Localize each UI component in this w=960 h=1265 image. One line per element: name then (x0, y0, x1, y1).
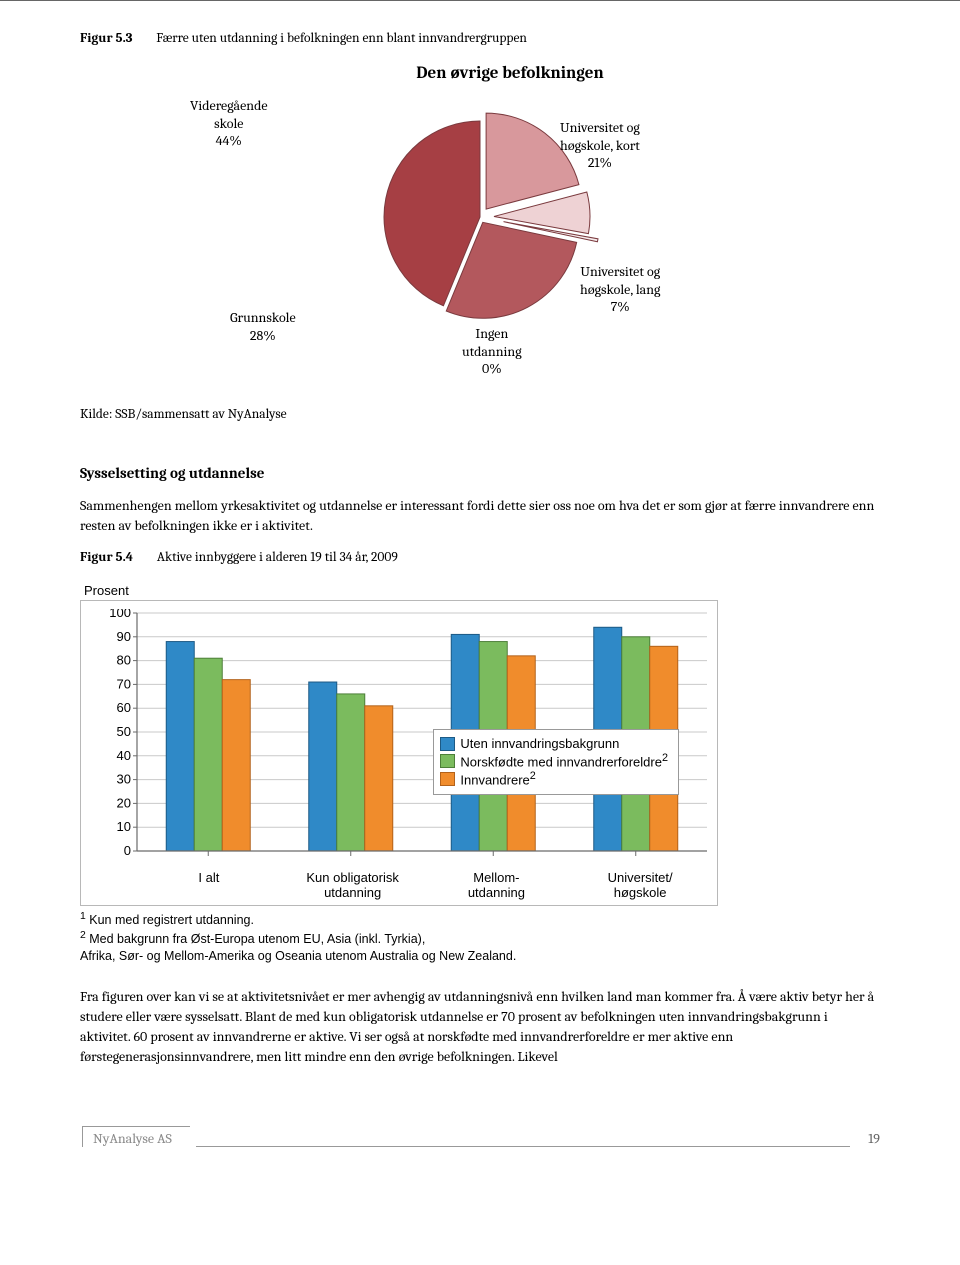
bar-chart-container: Prosent 0 10 20 30 40 50 60 70 80 90 100 Uten innv… (80, 583, 880, 965)
svg-text:0: 0 (124, 843, 131, 858)
svg-text:10: 10 (117, 819, 131, 834)
bar-legend: Uten innvandringsbakgrunn Norskfødte med… (433, 729, 679, 795)
svg-text:60: 60 (117, 700, 131, 715)
figure-5-4-caption: Figur 5.4 Aktive innbyggere i alderen 19… (80, 550, 880, 565)
legend-label: Norskfødte med innvandrerforeldre2 (460, 752, 668, 769)
svg-text:100: 100 (109, 609, 131, 620)
x-axis-category: Kun obligatoriskutdanning (281, 869, 425, 901)
svg-text:90: 90 (117, 629, 131, 644)
figure-caption-text: Færre uten utdanning i befolkningen enn … (156, 31, 527, 46)
svg-text:80: 80 (117, 652, 131, 667)
legend-label: Uten innvandringsbakgrunn (460, 736, 619, 751)
concluding-paragraph: Fra figuren over kan vi se at aktivitets… (80, 987, 880, 1067)
page-footer: NyAnalyse AS 19 (80, 1126, 880, 1147)
legend-row: Uten innvandringsbakgrunn (440, 736, 668, 751)
pie-label-uni-kort: Universitet og høgskole, kort 21% (560, 119, 640, 172)
section-heading: Sysselsetting og utdannelse (80, 464, 880, 482)
svg-text:50: 50 (117, 724, 131, 739)
legend-label: Innvandrere2 (460, 770, 535, 787)
pie-chart-title: Den øvrige befolkningen (140, 64, 880, 83)
footer-brand: NyAnalyse AS (82, 1126, 190, 1147)
x-axis-labels: I altKun obligatoriskutdanningMellom-utd… (137, 869, 712, 901)
figure-source: Kilde: SSB/sammensatt av NyAnalyse (80, 407, 880, 422)
pie-label-uni-lang: Universitet og høgskole, lang 7% (580, 263, 660, 316)
pie-label-ingen: Ingen utdanning 0% (462, 325, 522, 378)
svg-text:40: 40 (117, 748, 131, 763)
legend-row: Norskfødte med innvandrerforeldre2 (440, 752, 668, 769)
chart-footnotes: 1 Kun med registrert utdanning. 2 Med ba… (80, 910, 880, 965)
y-axis-label: Prosent (84, 583, 880, 598)
svg-text:20: 20 (117, 795, 131, 810)
pie-label-videregaende: Videregående skole 44% (190, 97, 268, 150)
document-page: Figur 5.3 Færre uten utdanning i befolkn… (0, 0, 960, 1157)
legend-swatch (440, 754, 455, 768)
svg-text:30: 30 (117, 771, 131, 786)
svg-text:70: 70 (117, 676, 131, 691)
legend-row: Innvandrere2 (440, 770, 668, 787)
x-axis-category: Mellom-utdanning (425, 869, 569, 901)
figure-number-2: Figur 5.4 (80, 550, 133, 565)
footer-rule (196, 1146, 850, 1147)
figure-number: Figur 5.3 (80, 31, 133, 46)
pie-chart: Videregående skole 44% Universitet og hø… (240, 91, 720, 391)
legend-swatch (440, 737, 455, 751)
figure-5-3-caption: Figur 5.3 Færre uten utdanning i befolkn… (80, 31, 880, 46)
page-number: 19 (856, 1130, 880, 1147)
bar-chart-box: 0 10 20 30 40 50 60 70 80 90 100 Uten innvandrings… (80, 600, 718, 906)
section-paragraph-1: Sammenhengen mellom yrkesaktivitet og ut… (80, 496, 880, 536)
x-axis-category: Universitet/høgskole (568, 869, 712, 901)
legend-swatch (440, 772, 455, 786)
x-axis-category: I alt (137, 869, 281, 901)
pie-label-grunnskole: Grunnskole 28% (230, 309, 296, 344)
figure-caption-text-2: Aktive innbyggere i alderen 19 til 34 år… (157, 550, 398, 565)
